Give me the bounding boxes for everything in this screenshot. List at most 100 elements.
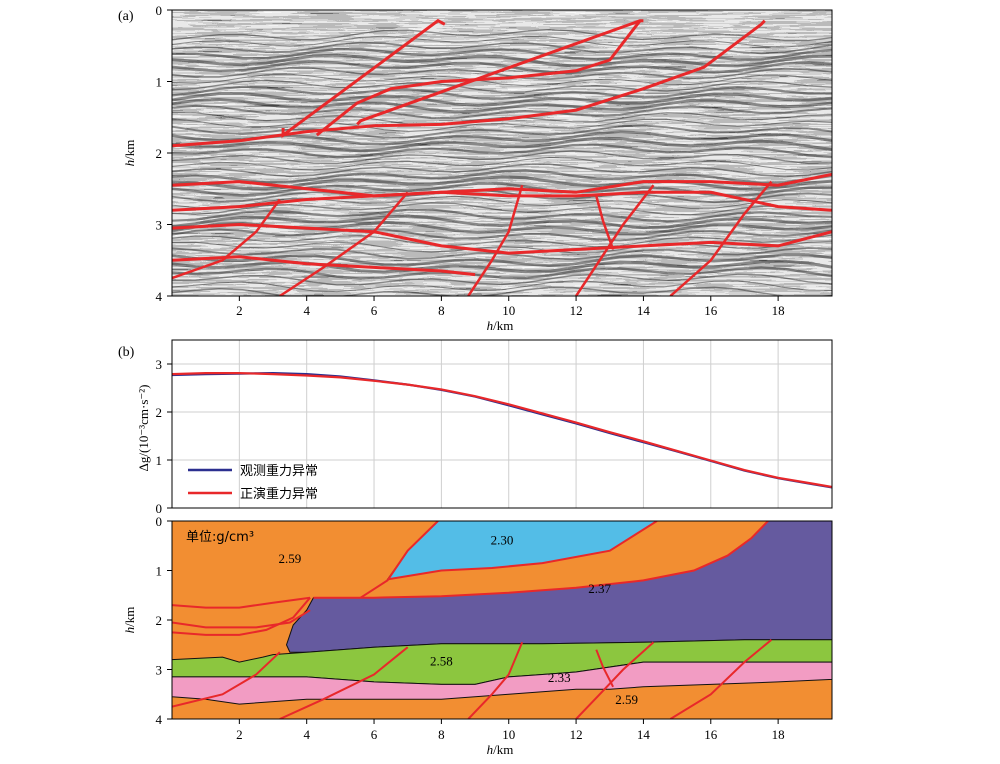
density-label: 2.30 [491, 532, 514, 547]
y-tick-label: 3 [156, 218, 163, 233]
fault-line [172, 596, 311, 609]
gravity-y-label: Δg/(10⁻³cm·s⁻²) [136, 385, 151, 472]
reflector-band [172, 214, 832, 230]
x-tick-label: 8 [438, 303, 445, 318]
x-tick-label: 14 [637, 727, 651, 742]
fault-line [595, 649, 614, 688]
gravity-y-axis: 0 1 2 3 [156, 357, 172, 516]
legend-forward-label: 正演重力异常 [240, 486, 318, 502]
reflector-band [172, 188, 832, 204]
x-tick-label: 14 [637, 303, 651, 318]
density-unit-note: 单位:g/cm³ [186, 530, 254, 545]
y-tick-label: 4 [156, 289, 163, 304]
x-tick-label: 6 [371, 727, 378, 742]
reflector-band [172, 202, 832, 216]
fault-line [172, 198, 281, 280]
reflector-band [172, 136, 832, 153]
y-tick-label: 0 [156, 501, 163, 516]
reflector-band [172, 150, 832, 165]
panel-a-x-axis: 2 4 6 8 10 12 14 16 18 [236, 296, 785, 318]
fault-line [669, 639, 773, 719]
reflector-band [172, 163, 832, 178]
fault-line [595, 195, 615, 250]
reflector-band [172, 73, 832, 87]
reflector-band [172, 91, 832, 107]
horizon-line [172, 255, 476, 277]
horizon-line [172, 190, 832, 212]
reflector-band [172, 47, 832, 61]
panel-a-y-label: h/km [122, 140, 137, 167]
x-tick-label: 12 [570, 303, 583, 318]
reflector-band [172, 266, 832, 280]
y-tick-label: 2 [156, 405, 163, 420]
x-tick-label: 6 [371, 303, 378, 318]
gravity-plot-bg [172, 340, 832, 508]
x-tick-label: 10 [502, 303, 515, 318]
seismic-image [172, 10, 832, 296]
fault-line [279, 646, 409, 719]
fault-line [360, 521, 439, 599]
reflector-band [172, 85, 832, 100]
reflector-band [172, 67, 832, 80]
panel-b-label: (b) [118, 345, 135, 360]
panel-a-x-label: h/km [487, 318, 514, 333]
y-tick-label: 1 [156, 564, 163, 579]
fault-line [172, 651, 281, 708]
density-y-label: h/km [122, 607, 137, 634]
reflector-band [172, 143, 832, 159]
x-tick-label: 18 [772, 303, 785, 318]
reflector-band [172, 273, 832, 286]
y-tick-label: 1 [156, 453, 163, 468]
y-tick-label: 4 [156, 712, 163, 727]
reflector-band [172, 41, 832, 55]
density-faults [172, 521, 773, 719]
fault-line [172, 19, 766, 148]
reflector-band [172, 208, 832, 223]
reflector-band [172, 59, 832, 74]
x-tick-label: 16 [704, 727, 718, 742]
reflector-band [172, 28, 832, 42]
density-x-label: h/km [487, 742, 514, 757]
reflector-band [172, 280, 832, 293]
x-tick-label: 4 [303, 727, 310, 742]
x-tick-label: 2 [236, 303, 243, 318]
x-tick-label: 4 [303, 303, 310, 318]
y-tick-label: 2 [156, 146, 163, 161]
y-tick-label: 3 [156, 357, 163, 372]
x-tick-label: 2 [236, 727, 243, 742]
reflector-band [172, 195, 832, 209]
reflector-band [172, 79, 832, 93]
fault-line [172, 609, 311, 629]
series-line-forward [171, 372, 833, 488]
reflector-band [172, 168, 832, 185]
fault-line [467, 641, 524, 719]
y-tick-label: 0 [156, 3, 163, 18]
reflector-band [172, 35, 832, 48]
y-tick-label: 0 [156, 514, 163, 529]
gravity-series [171, 371, 833, 489]
reflector-band [172, 253, 832, 267]
panel-a-label: (a) [118, 9, 134, 24]
density-y-axis: 0 1 2 3 4 [156, 514, 172, 727]
fault-line [356, 19, 644, 126]
y-tick-label: 1 [156, 75, 163, 90]
density-label: 2.59 [278, 551, 301, 566]
fault-line [467, 184, 524, 296]
reflector-band [172, 104, 832, 120]
x-tick-label: 18 [772, 727, 785, 742]
gravity-plot-frame [171, 339, 833, 509]
reflector-band [172, 111, 832, 126]
density-x-axis: 2 4 6 8 10 12 14 16 18 [236, 719, 785, 742]
horizon-line [172, 222, 832, 255]
reflector-band [172, 228, 832, 242]
density-label: 2.59 [615, 692, 638, 707]
fault-line [669, 180, 773, 296]
reflector-band [172, 98, 832, 114]
density-label: 2.37 [588, 581, 611, 596]
fault-line [313, 521, 769, 599]
seismic-reflector-bands [172, 28, 832, 296]
fault-line [279, 191, 409, 296]
